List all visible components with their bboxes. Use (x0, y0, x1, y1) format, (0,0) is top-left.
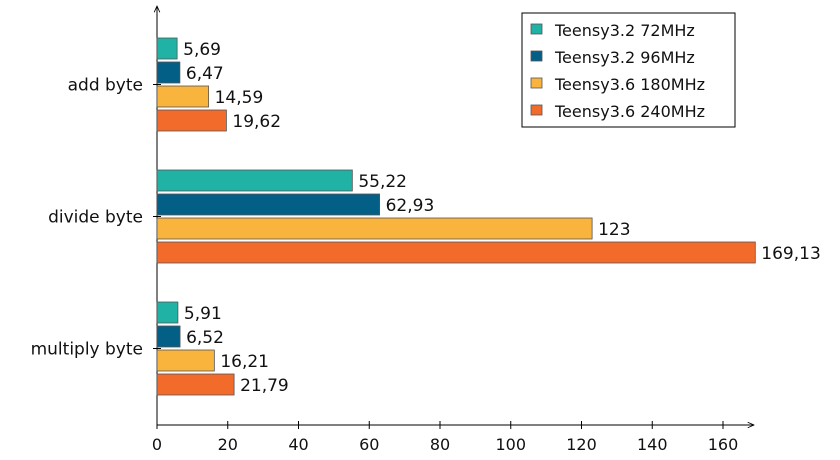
legend-label: Teensy3.6 180MHz (554, 75, 705, 94)
data-label: 55,22 (358, 172, 407, 192)
bar (156, 193, 381, 216)
legend-label: Teensy3.2 72MHz (554, 21, 695, 40)
data-labels: 5,69 6,47 14,59 19,62 55,22 62,93 123 169,13 5,9… (183, 40, 821, 396)
legend-label: Teensy3.2 96MHz (554, 48, 695, 67)
legend-frame (521, 12, 736, 128)
x-tick-label: 0 (152, 435, 162, 454)
x-tick-label: 100 (495, 435, 526, 454)
category-label: add byte (68, 76, 143, 96)
bar (156, 61, 181, 84)
data-label: 123 (598, 220, 630, 240)
bar (156, 85, 210, 108)
bar (156, 169, 353, 192)
legend-swatch (530, 104, 543, 116)
legend-swatch (530, 77, 543, 89)
legend-swatch (530, 23, 543, 35)
bar (156, 217, 593, 240)
bar (156, 349, 215, 372)
data-label: 14,59 (215, 88, 264, 108)
x-tick-label: 80 (430, 435, 450, 454)
data-label: 19,62 (232, 112, 281, 132)
legend-label: Teensy3.6 240MHz (554, 102, 705, 121)
x-tick-label: 40 (288, 435, 308, 454)
category-label: divide byte (48, 208, 143, 228)
bar (156, 109, 227, 132)
data-label: 169,13 (761, 244, 820, 264)
x-axis-ticks: 0 20 40 60 80 100 120 140 160 (152, 421, 738, 454)
legend: Teensy3.2 72MHz Teensy3.2 96MHz Teensy3.6 … (521, 12, 736, 128)
legend-swatch (530, 50, 543, 62)
x-tick-label: 20 (218, 435, 238, 454)
x-tick-label: 120 (566, 435, 597, 454)
data-label: 16,21 (220, 352, 269, 372)
data-label: 21,79 (240, 376, 289, 396)
data-label: 5,91 (184, 304, 222, 324)
bar (156, 37, 178, 60)
bar (156, 325, 181, 348)
x-tick-label: 160 (708, 435, 739, 454)
data-label: 5,69 (183, 40, 221, 60)
data-label: 62,93 (386, 196, 435, 216)
bar (156, 373, 235, 396)
category-labels: add byte divide byte multiply byte (31, 76, 161, 360)
bar (156, 241, 756, 264)
x-tick-label: 60 (359, 435, 379, 454)
data-label: 6,52 (186, 328, 224, 348)
bars (156, 37, 756, 396)
data-label: 6,47 (186, 64, 224, 84)
x-tick-label: 140 (637, 435, 668, 454)
category-label: multiply byte (31, 340, 143, 360)
bar (156, 301, 179, 324)
